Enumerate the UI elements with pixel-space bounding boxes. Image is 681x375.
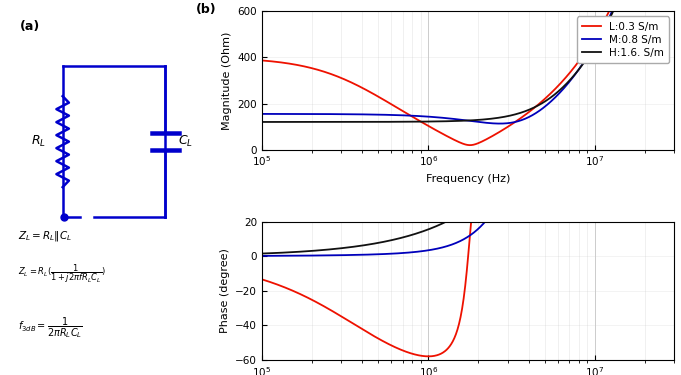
Text: $Z_L = R_L(\dfrac{1}{1+j2\pi fR_L C_L})$: $Z_L = R_L(\dfrac{1}{1+j2\pi fR_L C_L})$ — [18, 262, 106, 285]
M:0.8 S/m — [496, 122, 504, 126]
H:1.6. S/m — [520, 109, 528, 114]
L:0.3 S/m — [258, 58, 266, 63]
H:1.6. S/m — [258, 120, 266, 124]
L:0.3 S/m — [283, 61, 291, 66]
H:1.6. S/m — [283, 120, 291, 124]
H:1.6. S/m — [571, 72, 579, 77]
H:1.6. S/m — [508, 113, 516, 117]
M:0.8 S/m — [258, 112, 266, 116]
M:0.8 S/m — [614, 0, 622, 2]
L:0.3 S/m — [509, 122, 517, 126]
M:0.8 S/m — [509, 120, 517, 125]
Line: M:0.8 S/m: M:0.8 S/m — [262, 0, 674, 124]
Text: $C_L$: $C_L$ — [178, 134, 193, 149]
H:1.6. S/m — [497, 115, 505, 120]
M:0.8 S/m — [498, 121, 506, 126]
Text: $Z_L = R_L \| C_L$: $Z_L = R_L \| C_L$ — [18, 229, 72, 243]
Text: (a): (a) — [20, 20, 41, 33]
X-axis label: Frequency (Hz): Frequency (Hz) — [426, 174, 510, 184]
M:0.8 S/m — [283, 112, 291, 116]
L:0.3 S/m — [571, 64, 580, 68]
Text: $R_L$: $R_L$ — [31, 134, 46, 149]
Legend: L:0.3 S/m, M:0.8 S/m, H:1.6. S/m: L:0.3 S/m, M:0.8 S/m, H:1.6. S/m — [577, 16, 669, 63]
Text: $f_{3dB} = \dfrac{1}{2\pi R_L C_L}$: $f_{3dB} = \dfrac{1}{2\pi R_L C_L}$ — [18, 315, 83, 340]
L:0.3 S/m — [498, 128, 506, 133]
Text: (b): (b) — [196, 3, 217, 16]
L:0.3 S/m — [466, 143, 474, 147]
Y-axis label: Magnitude (Ohm): Magnitude (Ohm) — [222, 31, 232, 130]
L:0.3 S/m — [521, 113, 529, 117]
Y-axis label: Phase (degree): Phase (degree) — [219, 248, 229, 333]
H:1.6. S/m — [613, 1, 621, 5]
Line: L:0.3 S/m: L:0.3 S/m — [262, 0, 674, 145]
Line: H:1.6. S/m: H:1.6. S/m — [262, 0, 674, 122]
M:0.8 S/m — [571, 72, 580, 77]
M:0.8 S/m — [521, 117, 529, 121]
